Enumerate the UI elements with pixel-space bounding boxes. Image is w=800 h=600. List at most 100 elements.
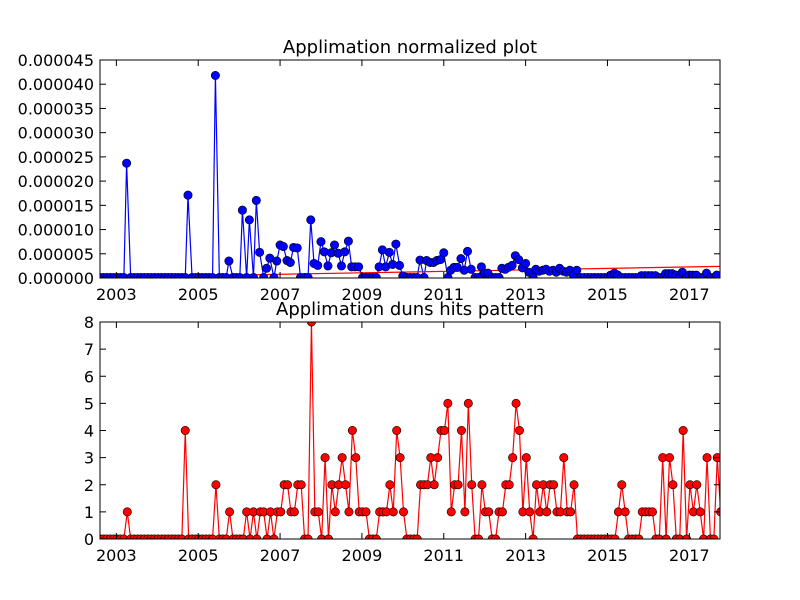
data-point [395,260,405,270]
data-point [525,507,535,517]
data-point [559,453,569,463]
data-point [122,507,132,517]
y-tick-label: 0.000000 [18,269,94,288]
data-point [392,425,402,435]
chart-title: Applimation duns hits pattern [276,299,544,320]
data-point [695,507,705,517]
x-tick-label: 2003 [96,546,137,565]
data-point [283,480,293,490]
data-point [462,246,472,256]
data-point [211,480,221,490]
data-point [484,507,494,517]
data-point [467,480,477,490]
data-point [395,453,405,463]
y-tick-label: 6 [84,367,94,386]
x-tick-label: 2017 [669,546,710,565]
data-point [466,264,476,274]
data-point [183,190,193,200]
data-point [347,425,357,435]
y-tick-label: 0.000045 [18,51,94,70]
data-point [361,507,371,517]
x-tick-label: 2013 [505,546,546,565]
y-tick-label: 0.000030 [18,124,94,143]
data-point [702,453,712,463]
x-tick-label: 2015 [587,285,628,304]
data-point [620,507,630,517]
y-tick-label: 1 [84,503,94,522]
data-point [439,248,449,258]
data-point [320,453,330,463]
data-point [289,507,299,517]
data-point [391,239,401,249]
data-point [456,254,466,264]
data-point [497,507,507,517]
data-point [521,258,531,268]
data-point [388,507,398,517]
data-point [354,262,364,272]
data-point [329,240,339,250]
series-line [100,322,720,539]
data-point [678,425,688,435]
data-point [549,480,559,490]
data-point [511,398,521,408]
data-point [456,425,466,435]
x-tick-label: 2005 [178,546,219,565]
x-tick-label: 2005 [178,285,219,304]
data-point [463,398,473,408]
data-point [276,507,286,517]
data-point [296,480,306,490]
y-tick-label: 0.000020 [18,172,94,191]
data-point [443,398,453,408]
x-tick-label: 2011 [423,546,464,565]
data-point [344,507,354,517]
data-point [453,480,463,490]
data-point [313,507,323,517]
data-point [572,265,582,275]
data-point [340,247,350,257]
data-point [285,257,295,267]
x-tick-label: 2009 [342,285,383,304]
data-point [330,507,340,517]
data-point [384,247,394,257]
data-point [336,261,346,271]
y-tick-label: 0.000005 [18,245,94,264]
data-point [313,260,323,270]
data-point [343,236,353,246]
data-point [262,263,272,273]
data-point [316,237,326,247]
data-point [210,71,220,81]
data-point [255,247,265,257]
data-point [477,480,487,490]
x-tick-label: 2011 [423,285,464,304]
data-point [433,453,443,463]
x-tick-label: 2015 [587,546,628,565]
data-point [668,480,678,490]
data-point [341,480,351,490]
x-tick-label: 2013 [505,285,546,304]
x-tick-label: 2007 [260,285,301,304]
series-line [100,75,718,278]
y-tick-label: 0.000015 [18,196,94,215]
chart-title: Applimation normalized plot [283,37,537,58]
data-point [251,195,261,205]
data-point [647,507,657,517]
data-point [439,425,449,435]
data-point [712,270,720,278]
data-point [399,507,409,517]
y-tick-label: 0.000040 [18,75,94,94]
data-point [460,507,470,517]
y-tick-label: 0.000025 [18,148,94,167]
data-point [237,205,247,215]
data-point [278,242,288,252]
y-tick-label: 0.000035 [18,99,94,118]
plot-frame [99,321,721,540]
data-point [446,507,456,517]
x-tick-label: 2007 [260,546,301,565]
data-point [225,507,235,517]
data-point [306,215,316,225]
y-tick-label: 2 [84,476,94,495]
data-point [385,480,395,490]
plot-frame [99,59,721,279]
data-point [244,215,254,225]
